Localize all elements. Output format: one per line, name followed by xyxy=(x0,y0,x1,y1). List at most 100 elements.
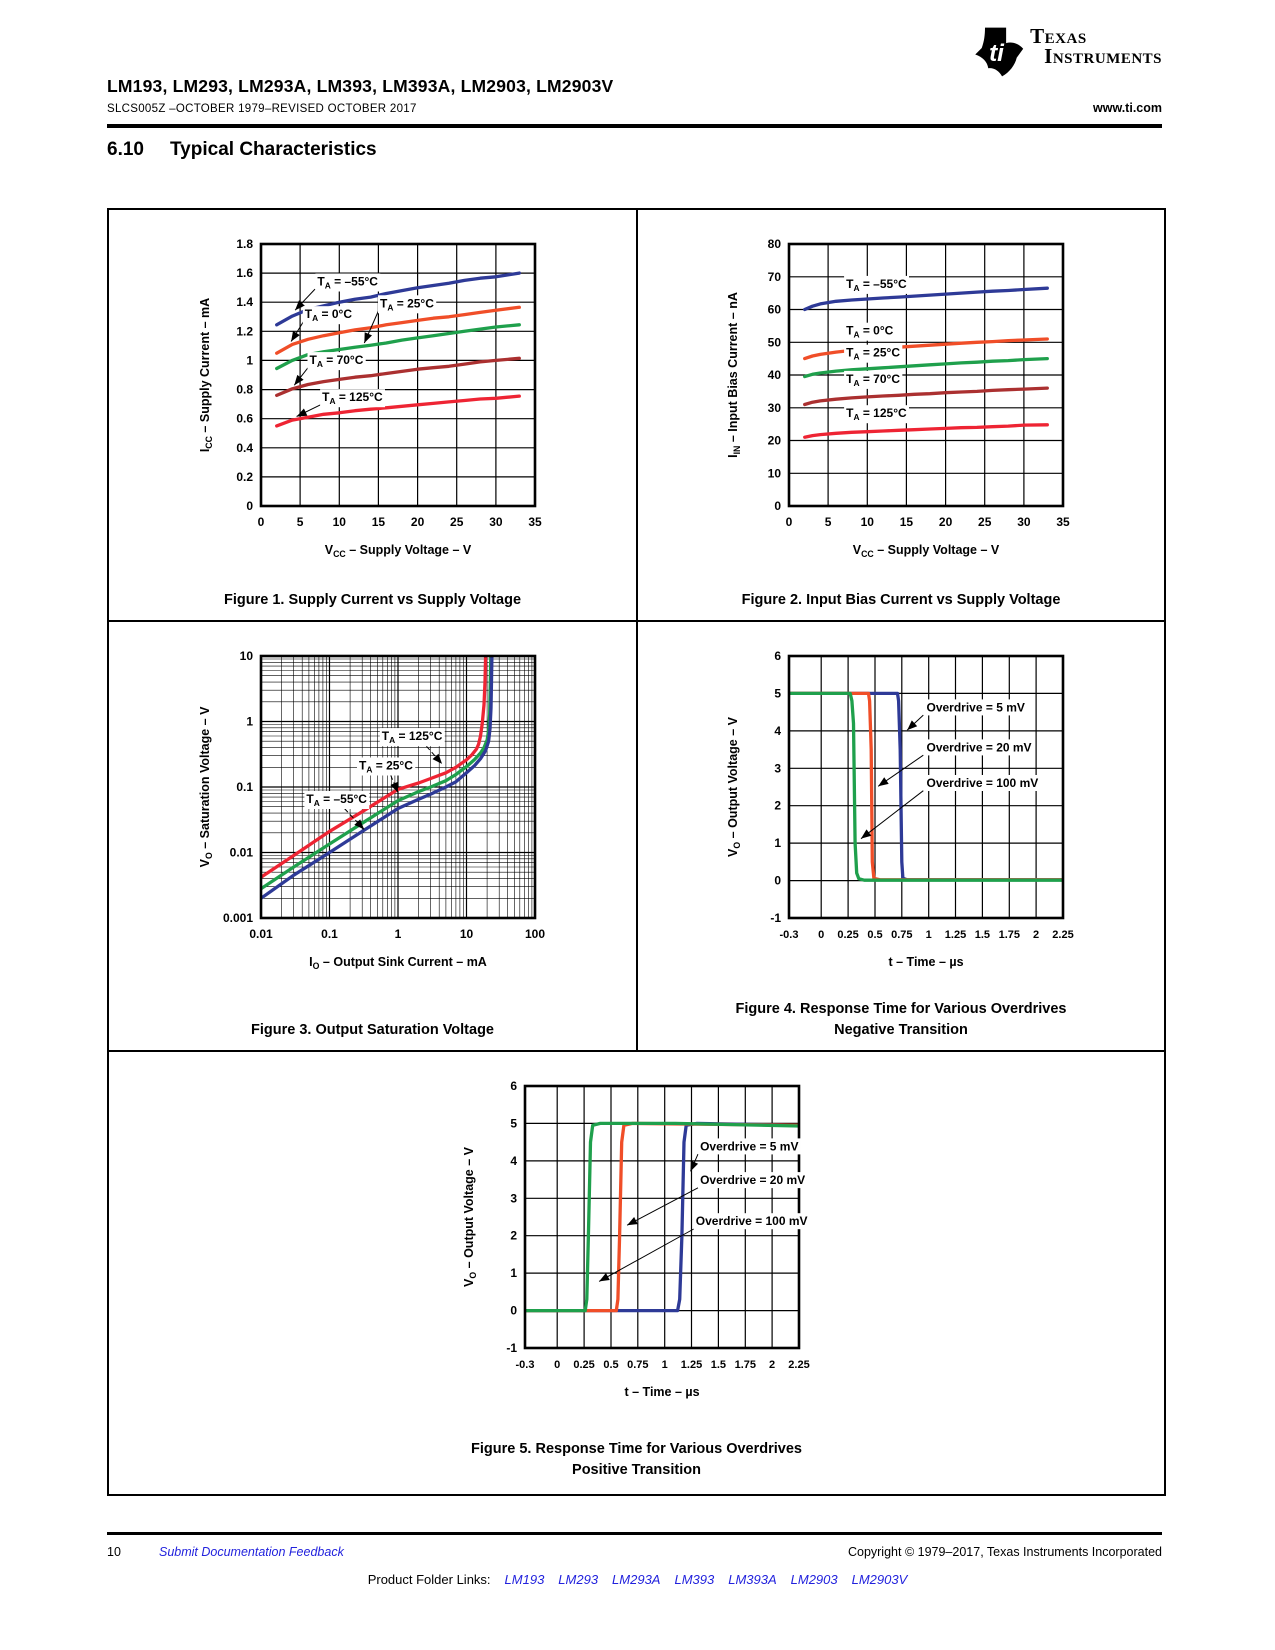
document-code: SLCS005Z –OCTOBER 1979–REVISED OCTOBER 2… xyxy=(107,103,417,115)
svg-text:0.75: 0.75 xyxy=(891,929,912,941)
svg-text:10: 10 xyxy=(459,927,473,941)
svg-text:-0.3: -0.3 xyxy=(780,929,799,941)
svg-text:0: 0 xyxy=(554,1359,560,1371)
svg-text:1: 1 xyxy=(246,715,253,729)
svg-text:1: 1 xyxy=(510,1266,517,1280)
svg-text:10: 10 xyxy=(332,515,346,529)
svg-text:70: 70 xyxy=(768,270,782,284)
svg-text:0.75: 0.75 xyxy=(627,1359,648,1371)
svg-text:1: 1 xyxy=(774,836,781,850)
svg-text:VO – Output Voltage – V: VO – Output Voltage – V xyxy=(726,716,742,857)
svg-text:ICC – Supply Current – mA: ICC – Supply Current – mA xyxy=(198,298,214,452)
product-folder-links-row: Product Folder Links: LM193 LM293 LM293A LM3… xyxy=(0,1572,1275,1587)
figure5-panel: Overdrive = 5 mV Overdrive = 20 mV Overdri… xyxy=(109,1052,1164,1490)
svg-text:1.5: 1.5 xyxy=(975,929,990,941)
svg-text:35: 35 xyxy=(1056,515,1070,529)
svg-text:2: 2 xyxy=(1033,929,1039,941)
product-link-lm2903v[interactable]: LM2903V xyxy=(851,1572,908,1587)
svg-text:TA = –55°C: TA = –55°C xyxy=(317,275,378,291)
svg-text:0.5: 0.5 xyxy=(603,1359,618,1371)
svg-text:TA = 25°C: TA = 25°C xyxy=(846,346,900,362)
figure5-response-time-chart: Overdrive = 5 mV Overdrive = 20 mV Overdri… xyxy=(462,1079,810,1399)
figure4-panel: Overdrive = 5 mV Overdrive = 20 mV Overdri… xyxy=(638,622,1164,1052)
figure3-caption: Figure 3. Output Saturation Voltage xyxy=(109,1020,636,1041)
figure2-caption: Figure 2. Input Bias Current vs Supply V… xyxy=(638,590,1164,611)
svg-text:0.8: 0.8 xyxy=(236,383,253,397)
svg-text:30: 30 xyxy=(489,515,503,529)
svg-text:5: 5 xyxy=(774,686,781,700)
ti-logo-text: Texas Instruments xyxy=(1030,24,1162,67)
svg-text:10: 10 xyxy=(239,649,253,663)
figure5-caption-line1: Figure 5. Response Time for Various Over… xyxy=(471,1441,802,1457)
svg-text:100: 100 xyxy=(524,927,544,941)
typical-characteristics-box: TA = –55°C TA = 0°C TA = 25°C TA = 70°C TA =… xyxy=(107,208,1166,1496)
figure1-caption: Figure 1. Supply Current vs Supply Volta… xyxy=(109,590,636,611)
product-link-lm193[interactable]: LM193 xyxy=(504,1572,545,1587)
svg-text:2: 2 xyxy=(774,799,781,813)
svg-text:1.75: 1.75 xyxy=(999,929,1020,941)
svg-text:25: 25 xyxy=(978,515,992,529)
svg-text:0: 0 xyxy=(246,499,253,513)
svg-text:Overdrive = 100 mV: Overdrive = 100 mV xyxy=(695,1214,807,1228)
svg-text:15: 15 xyxy=(900,515,914,529)
svg-text:5: 5 xyxy=(825,515,832,529)
svg-text:-1: -1 xyxy=(770,911,781,925)
figure1-supply-current-chart: TA = –55°C TA = 0°C TA = 25°C TA = 70°C TA =… xyxy=(198,237,542,559)
product-link-lm293a[interactable]: LM293A xyxy=(612,1572,661,1587)
svg-text:2.25: 2.25 xyxy=(788,1359,809,1371)
ti-logo: ti Texas Instruments xyxy=(972,26,1162,78)
product-links: LM193 LM293 LM293A LM393 LM393A LM2903 LM2903V xyxy=(491,1572,908,1587)
product-link-lm393a[interactable]: LM393A xyxy=(728,1572,777,1587)
figure4-caption-line2: Negative Transition xyxy=(834,1022,968,1038)
product-link-lm2903[interactable]: LM2903 xyxy=(790,1572,838,1587)
svg-text:1.5: 1.5 xyxy=(710,1359,725,1371)
footer-rule xyxy=(107,1532,1162,1535)
svg-text:TA = –55°C: TA = –55°C xyxy=(306,792,367,808)
svg-text:10: 10 xyxy=(768,466,782,480)
figure3-panel: TA = 125°C TA = 25°C TA = –55°C 0.01 0.1 1 10 1… xyxy=(109,622,638,1052)
svg-text:t – Time – µs: t – Time – µs xyxy=(888,955,963,969)
product-links-label: Product Folder Links: xyxy=(367,1572,491,1587)
svg-text:0: 0 xyxy=(774,874,781,888)
svg-text:4: 4 xyxy=(510,1154,517,1168)
svg-text:1.75: 1.75 xyxy=(734,1359,755,1371)
svg-text:6: 6 xyxy=(510,1079,517,1093)
svg-text:0.1: 0.1 xyxy=(236,780,253,794)
svg-text:1.6: 1.6 xyxy=(236,266,253,280)
svg-text:0.6: 0.6 xyxy=(236,412,253,426)
svg-text:t – Time – µs: t – Time – µs xyxy=(624,1385,699,1399)
svg-text:1.25: 1.25 xyxy=(945,929,966,941)
svg-text:0: 0 xyxy=(774,499,781,513)
svg-text:5: 5 xyxy=(296,515,303,529)
svg-text:TA = 25°C: TA = 25°C xyxy=(380,296,434,312)
svg-text:1.4: 1.4 xyxy=(236,295,253,309)
svg-text:TA = 25°C: TA = 25°C xyxy=(359,759,413,775)
svg-text:0.001: 0.001 xyxy=(222,911,252,925)
logo-word-texas: Texas xyxy=(1030,24,1087,48)
website-link[interactable]: www.ti.com xyxy=(1093,101,1162,115)
svg-text:TA = –55°C: TA = –55°C xyxy=(846,277,907,293)
svg-text:Overdrive = 20 mV: Overdrive = 20 mV xyxy=(700,1173,805,1187)
svg-text:0.1: 0.1 xyxy=(321,927,338,941)
svg-text:50: 50 xyxy=(768,335,782,349)
product-link-lm393[interactable]: LM393 xyxy=(674,1572,715,1587)
submit-feedback-link[interactable]: Submit Documentation Feedback xyxy=(159,1545,344,1559)
svg-text:0.01: 0.01 xyxy=(249,927,273,941)
header-rule xyxy=(107,124,1162,128)
svg-text:10: 10 xyxy=(861,515,875,529)
svg-text:IIN – Input Bias Current – nA: IIN – Input Bias Current – nA xyxy=(726,292,742,458)
figure4-caption: Figure 4. Response Time for Various Over… xyxy=(638,999,1164,1041)
svg-text:25: 25 xyxy=(450,515,464,529)
svg-text:35: 35 xyxy=(528,515,542,529)
svg-text:TA = 70°C: TA = 70°C xyxy=(846,372,900,388)
svg-text:0: 0 xyxy=(818,929,824,941)
svg-text:VO – Output Voltage – V: VO – Output Voltage – V xyxy=(462,1146,478,1287)
svg-text:ti: ti xyxy=(989,40,1005,67)
svg-text:0.25: 0.25 xyxy=(837,929,858,941)
svg-text:TA = 70°C: TA = 70°C xyxy=(309,353,363,369)
footer-row: 10 Submit Documentation Feedback Copyrig… xyxy=(107,1545,1162,1559)
product-link-lm293[interactable]: LM293 xyxy=(558,1572,599,1587)
svg-text:Overdrive = 20 mV: Overdrive = 20 mV xyxy=(927,740,1032,754)
document-title: LM193, LM293, LM293A, LM393, LM393A, LM2… xyxy=(107,76,614,96)
figure1-panel: TA = –55°C TA = 0°C TA = 25°C TA = 70°C TA =… xyxy=(109,210,638,622)
